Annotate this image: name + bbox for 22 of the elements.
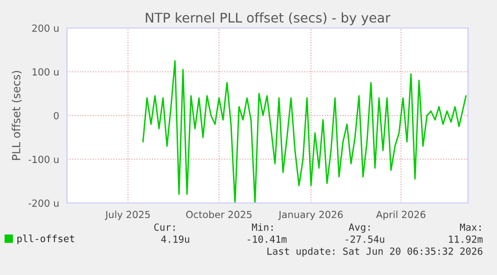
text: Avg: <box>348 224 370 233</box>
line-series <box>142 60 467 203</box>
text: 4.19u <box>161 235 190 243</box>
x-tick-label: July 2025 <box>104 210 150 220</box>
y-tick-label: 0 <box>54 112 59 120</box>
text: -10.41m <box>248 235 287 243</box>
text: -27.54u <box>346 235 384 243</box>
y-axis-title: PLL offset (secs) <box>12 70 22 160</box>
y-tick-label: -100 u <box>28 156 58 164</box>
text: Last update: Sat Jun 20 06:35:32 2026 <box>267 247 482 257</box>
text: Min: <box>252 223 273 231</box>
y-tick-label: 100 u <box>32 68 58 76</box>
chart-title: NTP kernel PLL offset (secs) - by year <box>146 12 390 26</box>
y-tick-label: 200 u <box>32 24 58 32</box>
x-tick-label: April 2026 <box>376 210 426 220</box>
text: Max: <box>460 224 481 231</box>
x-tick-label: October 2025 <box>186 210 252 218</box>
y-tick-label: -200 u <box>28 199 58 207</box>
text: Cur: <box>154 223 175 231</box>
x-tick-label: January 2026 <box>278 210 343 220</box>
text: 11.92m <box>449 235 483 243</box>
legend-label: pll-offset <box>17 234 74 244</box>
